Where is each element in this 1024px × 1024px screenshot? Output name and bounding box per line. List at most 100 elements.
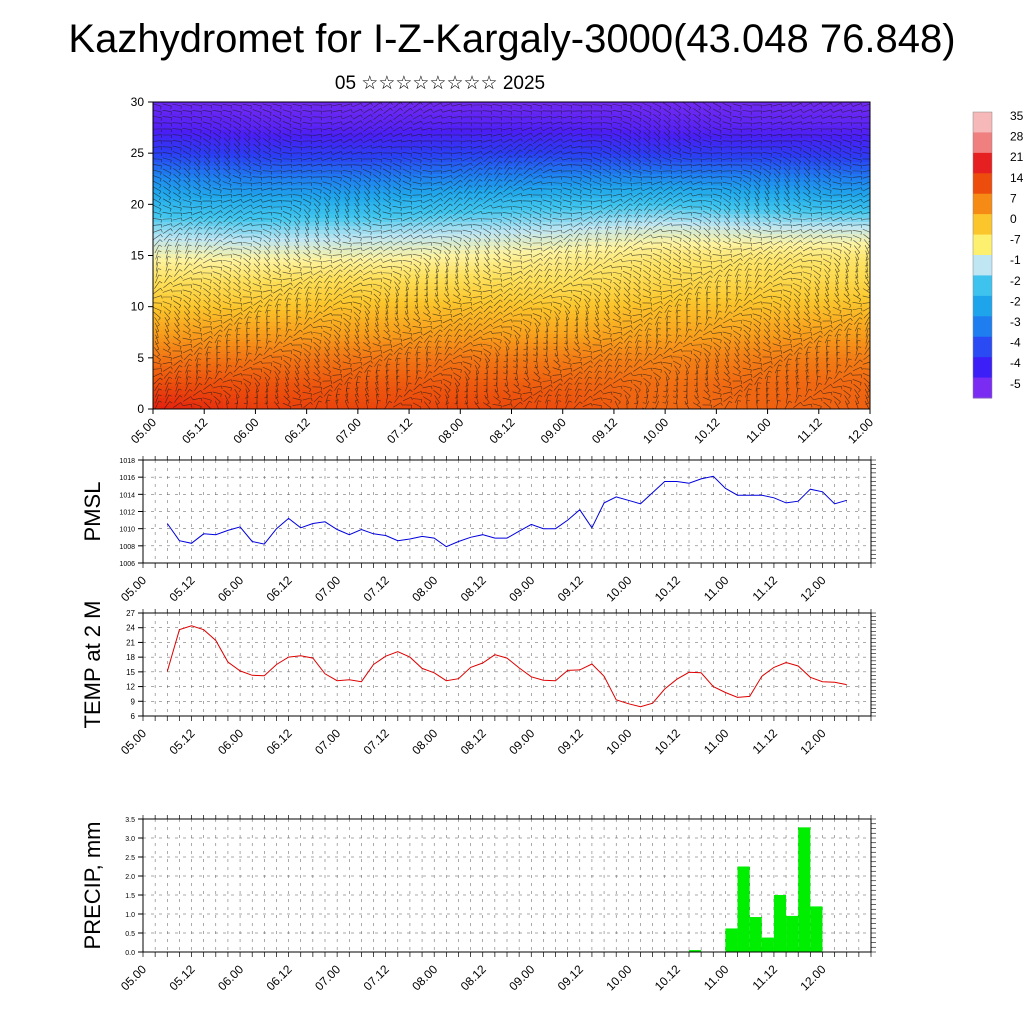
- temperature-cell: [237, 398, 252, 403]
- temperature-cell: [825, 338, 840, 343]
- temperature-cell: [223, 270, 238, 275]
- temperature-cell: [559, 406, 574, 409]
- temperature-cell: [349, 150, 364, 155]
- wind-barb-flag: [840, 135, 842, 139]
- temperature-cell: [545, 314, 560, 319]
- temperature-cell: [601, 282, 616, 287]
- temperature-cell: [615, 230, 630, 235]
- temperature-cell: [153, 338, 168, 343]
- temperature-cell: [573, 166, 588, 171]
- temperature-cell: [573, 146, 588, 151]
- wind-barb-flag: [510, 105, 512, 109]
- temperature-cell: [363, 306, 378, 311]
- wind-barb-flag: [688, 113, 691, 117]
- wind-barb: [683, 119, 691, 127]
- temperature-cell: [335, 182, 350, 187]
- temperature-cell: [167, 222, 182, 227]
- temperature-cell: [587, 242, 602, 247]
- temperature-cell: [867, 318, 870, 323]
- temperature-cell: [447, 398, 462, 403]
- wind-barb-flag: [451, 115, 453, 120]
- temperature-cell: [783, 118, 798, 123]
- temperature-cell: [447, 402, 462, 407]
- temperature-cell: [825, 310, 840, 315]
- temperature-cell: [321, 282, 336, 287]
- temperature-cell: [377, 166, 392, 171]
- temperature-cell: [391, 394, 406, 399]
- temperature-cell: [671, 118, 686, 123]
- temperature-cell: [671, 246, 686, 251]
- temperature-cell: [293, 126, 308, 131]
- temperature-cell: [797, 126, 812, 131]
- temperature-cell: [867, 186, 870, 191]
- temperature-cell: [391, 198, 406, 203]
- wind-barb-flag: [260, 105, 262, 110]
- temperature-cell: [727, 202, 742, 207]
- temperature-cell: [489, 282, 504, 287]
- temperature-cell: [839, 222, 854, 227]
- temperature-cell: [195, 234, 210, 239]
- temperature-cell: [867, 110, 870, 115]
- temperature-cell: [251, 370, 266, 375]
- temperature-cell: [657, 274, 672, 279]
- temperature-cell: [825, 102, 840, 107]
- temperature-cell: [447, 382, 462, 387]
- temperature-cell: [209, 130, 224, 135]
- temperature-cell: [349, 206, 364, 211]
- temperature-cell: [391, 262, 406, 267]
- temperature-cell: [545, 170, 560, 175]
- wind-barb: [403, 102, 411, 108]
- temperature-cell: [447, 154, 462, 159]
- temperature-cell: [587, 170, 602, 175]
- temperature-cell: [321, 402, 336, 407]
- temperature-cell: [237, 154, 252, 159]
- temperature-cell: [405, 322, 420, 327]
- wind-barb: [562, 138, 572, 144]
- temperature-cell: [573, 302, 588, 307]
- temperature-cell: [629, 226, 644, 231]
- wind-barb: [782, 103, 792, 107]
- temperature-cell: [769, 266, 784, 271]
- temperature-cell: [853, 270, 868, 275]
- temperature-cell: [223, 386, 238, 391]
- temperature-cell: [853, 250, 868, 255]
- temperature-cell: [587, 398, 602, 403]
- temperature-cell: [755, 210, 770, 215]
- wind-barb-flag: [541, 121, 543, 126]
- temperature-cell: [629, 286, 644, 291]
- temperature-cell: [349, 102, 364, 107]
- temperature-cell: [643, 342, 658, 347]
- temperature-cell: [321, 406, 336, 409]
- temperature-cell: [265, 362, 280, 367]
- temperature-cell: [825, 306, 840, 311]
- temperature-cell: [601, 214, 616, 219]
- temperature-cell: [321, 346, 336, 351]
- temperature-cell: [405, 350, 420, 355]
- temperature-cell: [741, 266, 756, 271]
- temperature-cell: [167, 142, 182, 147]
- wind-barb: [722, 109, 732, 113]
- wind-barb: [673, 138, 681, 144]
- temperature-cell: [447, 246, 462, 251]
- temperature-cell: [279, 166, 294, 171]
- wind-barb: [182, 110, 192, 112]
- wind-barb: [852, 116, 862, 118]
- temperature-cell: [573, 266, 588, 271]
- temperature-cell: [307, 334, 322, 339]
- temperature-cell: [531, 222, 546, 227]
- temperature-cell: [671, 382, 686, 387]
- temperature-cell: [545, 338, 560, 343]
- temperature-cell: [489, 106, 504, 111]
- temperature-cell: [251, 274, 266, 279]
- temperature-cell: [405, 370, 420, 375]
- temperature-cell: [727, 210, 742, 215]
- temperature-cell: [629, 238, 644, 243]
- temperature-cell: [615, 290, 630, 295]
- wind-barb-flag: [401, 139, 403, 144]
- temperature-cell: [503, 290, 518, 295]
- temperature-cell: [685, 342, 700, 347]
- temperature-cell: [713, 254, 728, 259]
- wind-barb: [582, 134, 592, 136]
- temperature-cell: [377, 182, 392, 187]
- temperature-cell: [377, 374, 392, 379]
